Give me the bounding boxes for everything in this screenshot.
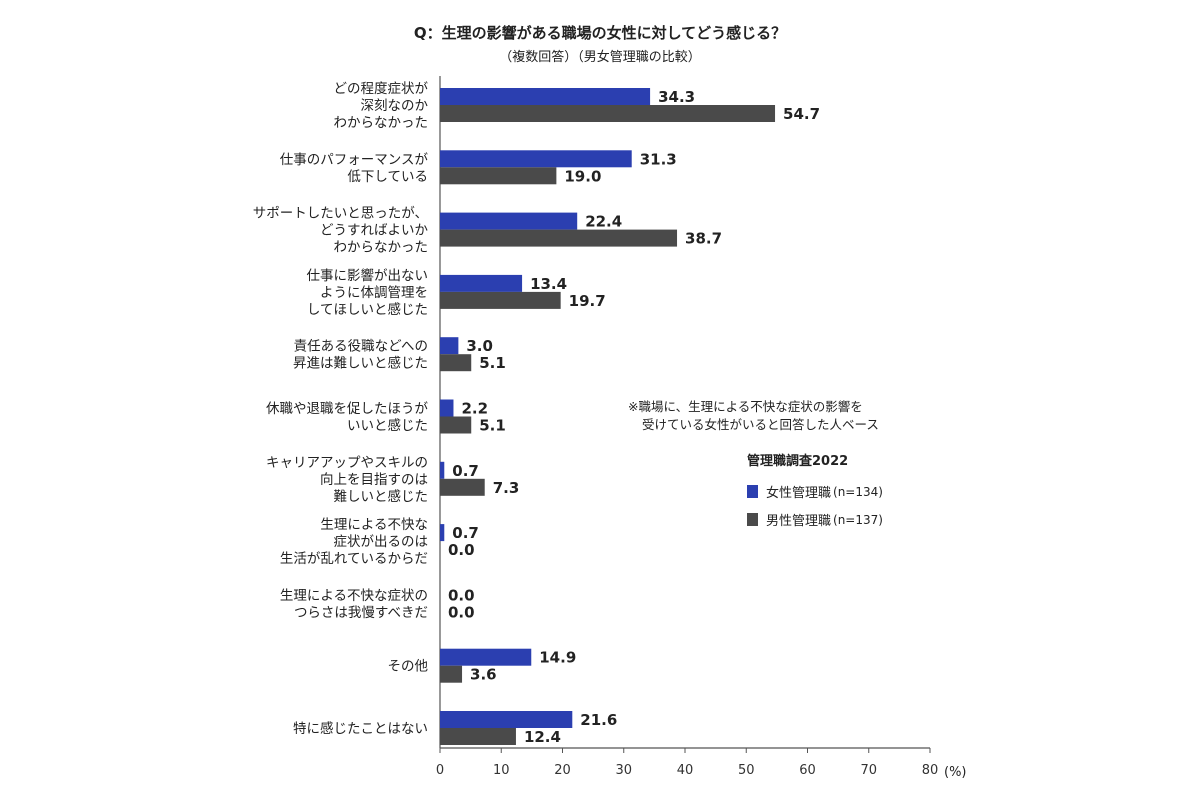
category-label: どうすればよいか — [320, 223, 428, 239]
x-tick-label: 20 — [554, 763, 571, 778]
bar-male — [440, 229, 678, 247]
data-label: 22.4 — [585, 213, 622, 231]
data-label: 7.3 — [493, 479, 520, 497]
category-label: 休職や退職を促したほうが — [266, 401, 428, 417]
bar-male — [440, 728, 516, 745]
bar-female — [440, 461, 445, 479]
category-label: キャリアアップやスキルの — [266, 455, 428, 471]
data-label: 19.7 — [569, 292, 606, 310]
legend-n-female: (n=134) — [833, 484, 883, 499]
legend-title: 管理職調査2022 — [747, 454, 849, 469]
data-label: 0.7 — [452, 462, 479, 480]
x-tick-label: 30 — [615, 763, 632, 778]
category-label: 向上を目指すのは — [320, 472, 428, 488]
x-tick-label: 80 — [922, 763, 939, 778]
x-tick-label: 60 — [799, 763, 816, 778]
legend-item-female: 女性管理職 (n=134) — [747, 482, 883, 501]
data-label: 38.7 — [685, 230, 722, 248]
category-label: 難しいと感じた — [334, 488, 429, 505]
bar-female — [440, 150, 632, 168]
legend-item-male: 男性管理職 (n=137) — [747, 510, 883, 529]
category-label: サポートしたいと思ったが、 — [253, 206, 428, 222]
data-label: 13.4 — [530, 275, 567, 293]
category-label: してほしいと感じた — [307, 301, 428, 318]
data-label: 3.6 — [470, 666, 497, 684]
x-tick-label: 10 — [493, 763, 510, 778]
category-label: ように体調管理を — [320, 285, 428, 301]
data-label: 19.0 — [564, 167, 601, 185]
category-label: 生活が乱れているからだ — [280, 551, 428, 567]
bar-female — [440, 88, 651, 105]
bar-male — [440, 478, 485, 496]
legend-n-male: (n=137) — [833, 512, 883, 527]
category-label: 仕事のパフォーマンスが — [280, 152, 429, 168]
note-line-1: ※職場に、生理による不快な症状の影響を — [628, 399, 863, 414]
bar-female — [440, 711, 573, 728]
category-label: 低下している — [347, 169, 428, 185]
data-label: 5.1 — [479, 354, 506, 372]
legend-swatch-female — [747, 485, 758, 498]
bar-female — [440, 399, 454, 417]
bar-female — [440, 274, 523, 292]
category-label: 症状が出るのは — [334, 534, 429, 550]
bar-male — [440, 105, 776, 122]
data-label: 14.9 — [539, 649, 576, 667]
x-tick-label: 0 — [436, 763, 444, 778]
data-label: 21.6 — [580, 711, 617, 729]
data-label: 12.4 — [524, 728, 561, 746]
category-label: どの程度症状が — [334, 81, 429, 97]
category-label: 特に感じたことはない — [293, 720, 428, 737]
bar-male — [440, 167, 557, 185]
x-axis-unit: (%) — [944, 765, 967, 780]
bar-female — [440, 212, 578, 230]
category-label: 責任ある役職などへの — [294, 339, 428, 355]
data-label: 34.3 — [658, 88, 695, 106]
category-label: 昇進は難しいと感じた — [293, 355, 428, 372]
category-label: その他 — [388, 659, 429, 675]
x-tick-label: 50 — [738, 763, 755, 778]
category-label: 生理による不快な — [320, 517, 428, 533]
legend-swatch-male — [747, 513, 758, 526]
bar-male — [440, 665, 463, 683]
category-label: わからなかった — [334, 115, 429, 131]
data-label: 31.3 — [640, 150, 677, 168]
data-label: 0.0 — [448, 541, 475, 559]
category-label: 深刻なのか — [361, 98, 429, 114]
data-label: 0.0 — [448, 603, 475, 621]
bar-female — [440, 524, 445, 542]
chart-note: ※職場に、生理による不快な症状の影響を 受けている女性がいると回答した人ベース — [628, 398, 879, 434]
data-label: 5.1 — [479, 417, 506, 435]
chart-title: Q：生理の影響がある職場の女性に対してどう感じる？ — [413, 24, 787, 42]
category-label: わからなかった — [334, 240, 429, 256]
legend-label-female: 女性管理職 — [766, 486, 832, 501]
category-label: いいと感じた — [347, 417, 428, 434]
x-tick-label: 40 — [677, 763, 694, 778]
data-label: 3.0 — [466, 337, 493, 355]
bar-male — [440, 416, 472, 434]
bar-female — [440, 648, 532, 666]
bar-female — [440, 337, 459, 355]
category-label: つらさは我慢すべきだ — [294, 604, 428, 621]
legend-label-male: 男性管理職 — [766, 514, 832, 529]
data-label: 54.7 — [783, 105, 820, 123]
data-label: 0.0 — [448, 586, 475, 604]
category-label: 仕事に影響が出ない — [307, 267, 429, 284]
bar-male — [440, 291, 561, 309]
category-label: 生理による不快な症状の — [280, 588, 428, 604]
data-label: 0.7 — [452, 524, 479, 542]
bar-male — [440, 354, 472, 372]
note-line-2: 受けている女性がいると回答した人ベース — [642, 417, 879, 432]
data-label: 2.2 — [461, 400, 488, 418]
x-tick-label: 70 — [860, 763, 877, 778]
chart-subtitle: （複数回答）（男女管理職の比較） — [499, 50, 701, 65]
